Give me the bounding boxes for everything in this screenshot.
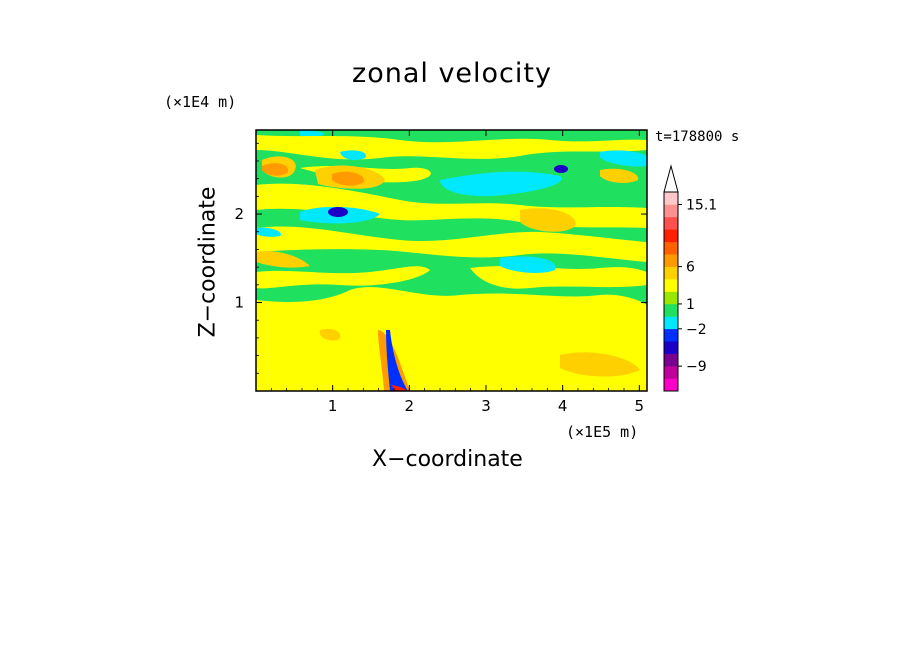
chart-title: zonal velocity [352, 58, 552, 89]
orange-region-1 [332, 171, 365, 186]
yellow-region-5 [470, 266, 647, 289]
x-axis-unit: (×1E5 m) [566, 423, 639, 441]
light-orange-region-4 [560, 352, 640, 377]
yellow-region-0 [256, 287, 647, 391]
orange-region-0 [262, 163, 289, 176]
cyan-region-5 [500, 256, 556, 273]
x-tick-label-0: 1 [328, 397, 338, 415]
x-tick-label-2: 3 [481, 397, 491, 415]
red-spot [392, 385, 408, 391]
colorbar-swatch-2 [664, 353, 678, 367]
time-label: t=178800 s [655, 129, 740, 145]
colorbar-swatch-3 [664, 341, 678, 354]
colorbar-frame [663, 191, 679, 392]
contour-field [256, 130, 647, 391]
colorbar: 15.1 6 1 −2 −9 [663, 164, 717, 392]
colorbar-extend-triangle [663, 164, 679, 193]
yellow-region-4 [256, 266, 430, 289]
yellow-region-1 [256, 226, 647, 262]
colorbar-swatch-5 [664, 316, 678, 330]
x-tick-label-3: 4 [558, 397, 568, 415]
colorbar-label-1: 6 [686, 260, 695, 276]
x-axis-label: X−coordinate [372, 447, 523, 472]
colorbar-swatch-14 [664, 204, 678, 218]
colorbar-label-0: 15.1 [686, 197, 717, 213]
colorbar-label-3: −2 [686, 322, 707, 338]
colorbar-swatch-1 [664, 366, 678, 379]
colorbar-swatch-6 [664, 303, 678, 317]
colorbar-swatch-4 [664, 328, 678, 342]
y-axis: 12 [234, 142, 647, 374]
y-tick-label-0: 1 [234, 294, 244, 312]
blue-spot-0 [328, 207, 348, 217]
cyan-region-4 [340, 150, 366, 160]
colorbar-swatch-13 [664, 216, 678, 230]
x-tick-label-1: 2 [405, 397, 415, 415]
y-axis-unit: (×1E4 m) [164, 93, 237, 111]
cyan-region-6 [300, 130, 324, 136]
colorbar-swatch-7 [664, 291, 678, 305]
x-axis: 1 2 3 4 5 [270, 130, 645, 415]
colorbar-swatch-15 [664, 192, 678, 205]
colorbar-swatch-9 [664, 266, 678, 280]
cyan-region-2 [440, 171, 562, 197]
light-orange-region-6 [600, 168, 639, 183]
light-orange-region-2 [520, 208, 576, 232]
plot-frame [255, 129, 648, 392]
light-orange-region-5 [319, 328, 341, 341]
colorbar-swatch-0 [664, 378, 678, 392]
colorbar-swatch-12 [664, 229, 678, 243]
colorbar-label-4: −9 [686, 359, 707, 375]
y-tick-label-1: 2 [234, 205, 244, 223]
colorbar-label-2: 1 [686, 297, 695, 313]
blue-jet [386, 330, 408, 391]
blue-spot-1 [554, 165, 568, 173]
cyan-region-3 [600, 150, 647, 167]
colorbar-swatch-11 [664, 241, 678, 255]
x-tick-label-4: 5 [635, 397, 645, 415]
colorbar-swatch-10 [664, 254, 678, 267]
light-orange-region-3 [256, 250, 310, 268]
cyan-region-1 [256, 227, 281, 237]
colorbar-swatch-8 [664, 279, 678, 292]
